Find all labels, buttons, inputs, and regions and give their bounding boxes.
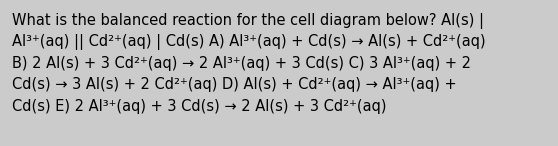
Text: Cd(s) → 3 Al(s) + 2 Cd²⁺(aq) D) Al(s) + Cd²⁺(aq) → Al³⁺(aq) +: Cd(s) → 3 Al(s) + 2 Cd²⁺(aq) D) Al(s) + … bbox=[12, 78, 456, 93]
Text: What is the balanced reaction for the cell diagram below? Al(s) |: What is the balanced reaction for the ce… bbox=[12, 13, 484, 29]
Text: Al³⁺(aq) || Cd²⁺(aq) | Cd(s) A) Al³⁺(aq) + Cd(s) → Al(s) + Cd²⁺(aq): Al³⁺(aq) || Cd²⁺(aq) | Cd(s) A) Al³⁺(aq)… bbox=[12, 34, 485, 51]
Text: Cd(s) E) 2 Al³⁺(aq) + 3 Cd(s) → 2 Al(s) + 3 Cd²⁺(aq): Cd(s) E) 2 Al³⁺(aq) + 3 Cd(s) → 2 Al(s) … bbox=[12, 99, 387, 114]
Text: B) 2 Al(s) + 3 Cd²⁺(aq) → 2 Al³⁺(aq) + 3 Cd(s) C) 3 Al³⁺(aq) + 2: B) 2 Al(s) + 3 Cd²⁺(aq) → 2 Al³⁺(aq) + 3… bbox=[12, 56, 471, 71]
